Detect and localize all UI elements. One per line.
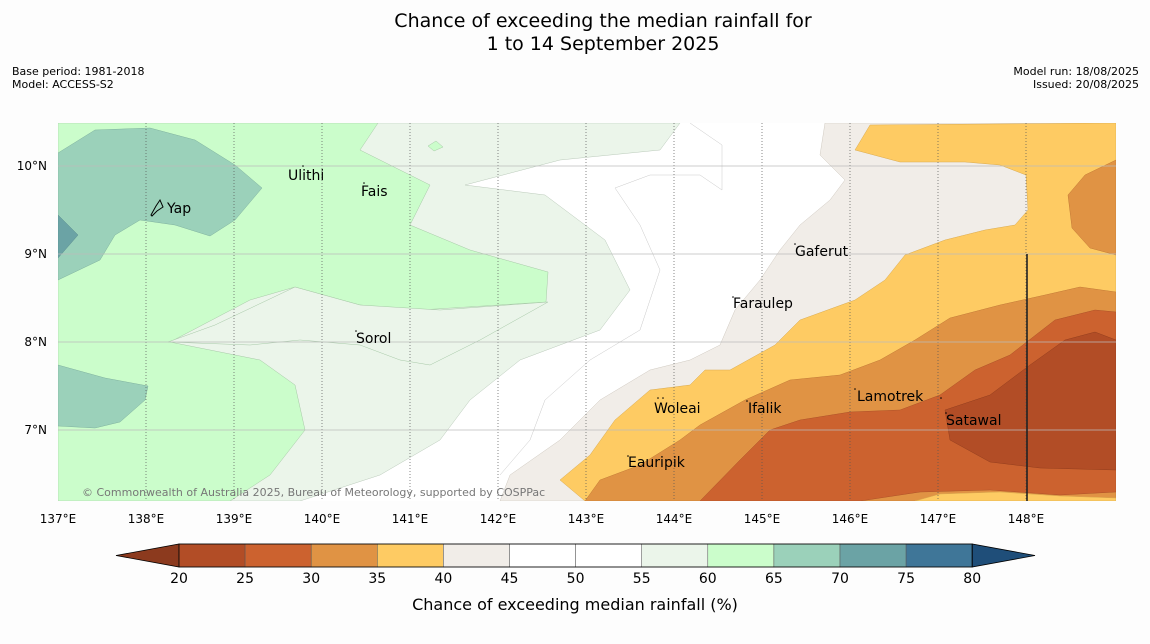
colorbar-segment [443,543,510,568]
colorbar-segment [839,543,907,568]
atoll-dots [302,165,947,457]
lat-label-7: 7°N [24,423,47,437]
place-ifalik: Ifalik [748,401,782,417]
contour-bottom-sliver [914,491,1116,501]
colorbar-tick-label: 75 [897,571,915,587]
place-sorol: Sorol [356,331,391,347]
colorbar-tick-label: 40 [434,571,452,587]
colorbar-tick-label: 20 [170,571,188,587]
colorbar-label: Chance of exceeding median rainfall (%) [412,595,738,614]
lon-label-138: 138°E [128,512,165,526]
lon-label-147: 147°E [920,512,957,526]
place-yap: Yap [166,201,191,217]
colorbar-under-arrow [115,543,180,568]
lon-label-143: 143°E [568,512,605,526]
yap-island-outline [150,198,164,217]
lat-label-9: 9°N [24,247,47,261]
place-faraulep: Faraulep [733,296,793,312]
lat-label-8: 8°N [24,335,47,349]
contour-small-island [427,140,444,152]
lon-label-144: 144°E [656,512,693,526]
place-woleai: Woleai [654,401,701,417]
place-gaferut: Gaferut [795,244,849,260]
base-period-text: Base period: 1981-2018 [12,65,145,78]
contour-20-25 [944,331,1116,471]
title-line-2: 1 to 14 September 2025 [486,33,720,55]
colorbar-segment [509,543,576,568]
gridlines [145,123,1027,501]
lon-label-145: 145°E [744,512,781,526]
colorbar-tick-label: 25 [236,571,254,587]
latitude-labels: 10°N 9°N 8°N 7°N [17,159,47,437]
place-labels: Ulithi Fais Yap Gaferut Faraulep Sorol L… [166,168,1001,471]
issued-text: Issued: 20/08/2025 [1032,78,1139,91]
probability-contours [58,123,1116,501]
colorbar-tick-label: 45 [501,571,519,587]
lon-label-142: 142°E [480,512,517,526]
colorbar-tick-label: 30 [302,571,320,587]
colorbar-tick-label: 80 [963,571,981,587]
colorbar-tick-label: 55 [633,571,651,587]
longitude-labels: 137°E 138°E 139°E 140°E 141°E 142°E 143°… [40,512,1045,526]
lon-label-146: 146°E [832,512,869,526]
colorbar-segment [641,543,709,568]
model-run-text: Model run: 18/08/2025 [1013,65,1139,78]
contour-line-50 [499,123,723,476]
map-title: Chance of exceeding the median rainfall … [0,10,1150,56]
colorbar-segment [178,543,246,568]
contour-30-35-east [1067,159,1116,256]
contour-65-70-south [58,364,149,429]
colorbar-segment [244,543,312,568]
lon-label-141: 141°E [392,512,429,526]
contour-70-75 [58,214,79,259]
title-line-1: Chance of exceeding the median rainfall … [394,10,812,32]
place-ulithi: Ulithi [288,168,324,184]
lon-label-140: 140°E [304,512,341,526]
colorbar-frame [178,543,973,568]
colorbar-segment [377,543,444,568]
colorbar-tick-label: 65 [765,571,783,587]
colorbar [115,543,1036,568]
place-fais: Fais [361,184,388,200]
model-name-text: Model: ACCESS-S2 [12,78,114,91]
lat-label-10: 10°N [17,159,47,173]
colorbar-ticks: 20 25 30 35 40 45 50 55 60 65 70 75 80 [170,571,981,587]
lon-label-139: 139°E [216,512,253,526]
place-satawal: Satawal [946,413,1001,429]
lon-label-137: 137°E [40,512,77,526]
place-eauripik: Eauripik [628,455,686,471]
lon-label-148: 148°E [1008,512,1045,526]
model-info: Base period: 1981-2018 Model: ACCESS-S2 [12,65,144,91]
colorbar-segment [575,543,642,568]
colorbar-tick-label: 60 [699,571,717,587]
colorbar-tick-label: 50 [567,571,585,587]
colorbar-segment [905,543,973,568]
colorbar-tick-label: 35 [368,571,386,587]
latitude-lines [58,165,1116,431]
place-lamotrek: Lamotrek [857,389,924,405]
colorbar-segment [773,543,841,568]
colorbar-tick-label: 70 [831,571,849,587]
colorbar-segment [707,543,775,568]
copyright-notice: © Commonwealth of Australia 2025, Bureau… [82,486,545,499]
contour-55-60-island [167,286,549,366]
issue-info: Model run: 18/08/2025 Issued: 20/08/2025 [1013,65,1139,91]
colorbar-segment [310,543,378,568]
colorbar-over-arrow [971,543,1036,568]
